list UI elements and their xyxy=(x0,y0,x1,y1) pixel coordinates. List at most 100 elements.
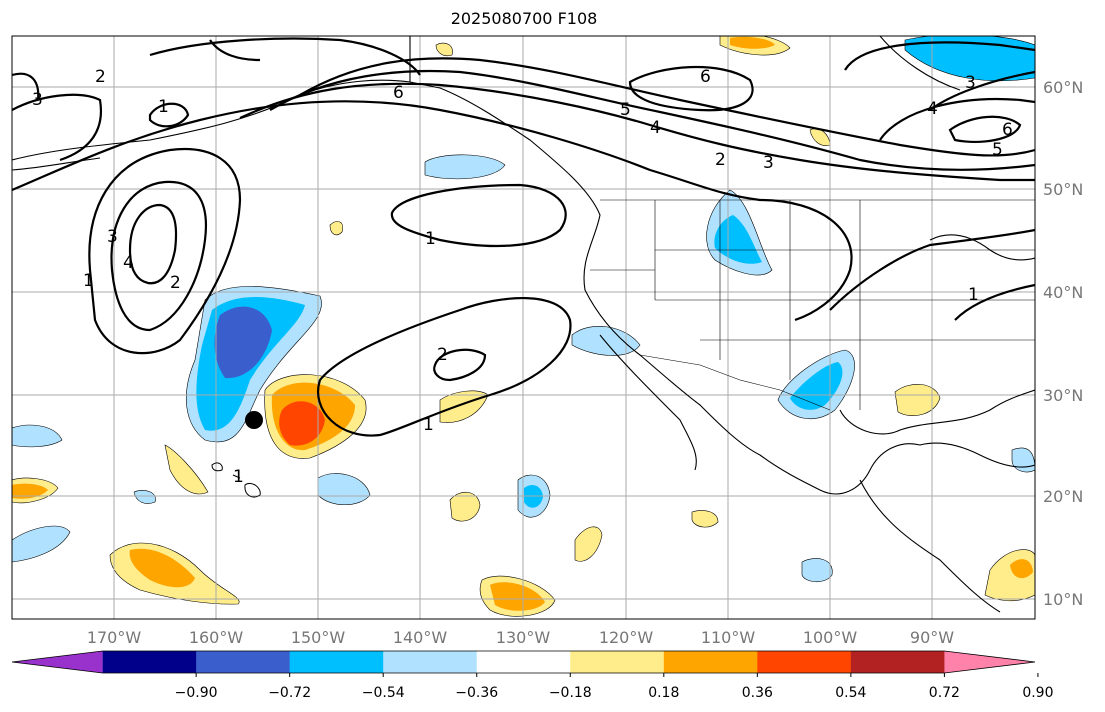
positive-anomaly-area xyxy=(574,526,603,562)
colorbar-tick-label: 0.36 xyxy=(742,685,773,701)
map-frame xyxy=(11,35,1036,620)
state-borders xyxy=(590,200,1035,410)
colorbar-tick-label: −0.36 xyxy=(455,685,498,701)
negative-anomaly-area xyxy=(424,154,506,180)
height-contours xyxy=(12,37,1035,437)
positive-anomaly-area xyxy=(12,483,48,499)
colorbar-segment xyxy=(570,651,665,673)
contour-label: 1 xyxy=(968,285,979,305)
longitude-labels: 170°W 160°W 150°W 140°W 130°W 120°W 110°… xyxy=(87,628,954,647)
lon-label: 170°W xyxy=(87,628,142,647)
lat-label: 40°N xyxy=(1043,283,1083,302)
contour-label: 2 xyxy=(715,150,726,170)
positive-anomaly-area xyxy=(164,444,209,495)
contour-label: 6 xyxy=(700,67,711,87)
anomaly-shading xyxy=(12,36,1035,617)
borders xyxy=(590,199,1035,411)
colorbar xyxy=(11,650,1036,674)
colorbar-segment xyxy=(757,651,852,673)
aleutian-islands xyxy=(12,157,101,171)
contour-label: 1 xyxy=(233,467,244,487)
lat-label: 50°N xyxy=(1043,180,1083,199)
colorbar-tick-label: 0.72 xyxy=(929,685,960,701)
colorbar-tick-label: −0.72 xyxy=(268,685,311,701)
latitude-labels: 60°N 50°N 40°N 30°N 20°N 10°N xyxy=(1043,78,1083,609)
hudson-bay xyxy=(879,36,961,91)
contour-label: 3 xyxy=(763,153,774,173)
colorbar-tick-label: −0.90 xyxy=(175,685,218,701)
negative-anomaly-area xyxy=(12,424,63,448)
positive-anomaly-area xyxy=(435,42,453,57)
contour-label: 3 xyxy=(32,90,43,110)
colorbar-segment xyxy=(383,651,478,673)
colorbar-tick-label: −0.54 xyxy=(362,685,405,701)
colorbar-extend-max xyxy=(944,651,1035,673)
contour-label: 6 xyxy=(1002,120,1013,140)
positive-anomaly-area xyxy=(329,221,343,236)
colorbar-segment xyxy=(850,651,945,673)
positive-anomaly-area xyxy=(730,36,775,49)
contour-label: 3 xyxy=(965,73,976,93)
us-mexico-border xyxy=(639,354,831,411)
colorbar-extend-min xyxy=(12,651,103,673)
lon-label: 120°W xyxy=(599,628,654,647)
lat-label: 60°N xyxy=(1043,78,1083,97)
lon-label: 110°W xyxy=(701,628,756,647)
colorbar-tick-label: 0.90 xyxy=(1022,685,1053,701)
positive-anomaly-area xyxy=(279,401,325,446)
colorbar-segment xyxy=(476,651,571,673)
storm-position-marker xyxy=(245,411,263,429)
negative-anomaly-area xyxy=(801,558,833,583)
positive-anomaly-area xyxy=(894,384,941,416)
contour-label: 2 xyxy=(170,273,181,293)
contour-label: 2 xyxy=(95,67,106,87)
map-title: 2025080700 F108 xyxy=(450,9,598,28)
colorbar-segment xyxy=(289,651,384,673)
contour-label: 1 xyxy=(425,229,436,249)
baja-california xyxy=(599,334,697,471)
negative-anomaly-area xyxy=(133,490,156,504)
contour-label: 4 xyxy=(927,99,938,119)
colorbar-ticks: −0.90 −0.72 −0.54 −0.36 −0.18 0.18 0.36 0.54 0.7… xyxy=(175,673,1054,701)
gulf-of-mexico-coast xyxy=(839,389,1035,435)
lat-label: 20°N xyxy=(1043,487,1083,506)
contour-label: 5 xyxy=(992,140,1003,160)
colorbar-tick-label: 0.18 xyxy=(648,685,679,701)
positive-anomaly-area xyxy=(490,582,545,611)
negative-anomaly-area xyxy=(904,36,1035,82)
colorbar-outline xyxy=(11,650,1036,674)
lat-label: 10°N xyxy=(1043,590,1083,609)
negative-anomaly-area xyxy=(714,215,762,264)
positive-anomaly-area xyxy=(1010,559,1033,579)
colorbar-segment xyxy=(196,651,291,673)
central-america-coast xyxy=(859,479,1001,613)
lon-label: 140°W xyxy=(393,628,448,647)
north-america-coastline xyxy=(409,36,1035,495)
coastlines xyxy=(12,36,1035,613)
contour-label: 5 xyxy=(620,100,631,120)
negative-anomaly-area xyxy=(12,525,71,563)
negative-anomaly-area xyxy=(214,306,272,379)
contour-label: 1 xyxy=(83,271,94,291)
lon-label: 160°W xyxy=(189,628,244,647)
positive-anomaly-area xyxy=(439,390,489,423)
positive-anomaly-area xyxy=(129,548,195,588)
negative-anomaly-area xyxy=(1011,447,1035,473)
lon-label: 100°W xyxy=(803,628,858,647)
hawaiian-islands xyxy=(211,462,261,498)
contour-label: 6 xyxy=(393,83,404,103)
negative-anomaly-area xyxy=(317,473,371,505)
negative-anomaly-area xyxy=(790,362,843,410)
contour-label: 1 xyxy=(158,97,169,117)
positive-anomaly-area xyxy=(449,492,481,522)
lat-lon-grid xyxy=(12,36,1035,619)
contour-label: 4 xyxy=(650,118,661,138)
lon-label: 150°W xyxy=(291,628,346,647)
alaska-coast xyxy=(12,79,411,161)
contour-label: 2 xyxy=(437,345,448,365)
colorbar-segment xyxy=(102,651,197,673)
contour-labels: 1 2 3 4 1 2 1 1 6 6 5 4 2 3 3 4 6 5 1 2 … xyxy=(32,67,1013,487)
contour-label: 3 xyxy=(107,227,118,247)
colorbar-tick-label: 0.54 xyxy=(835,685,866,701)
